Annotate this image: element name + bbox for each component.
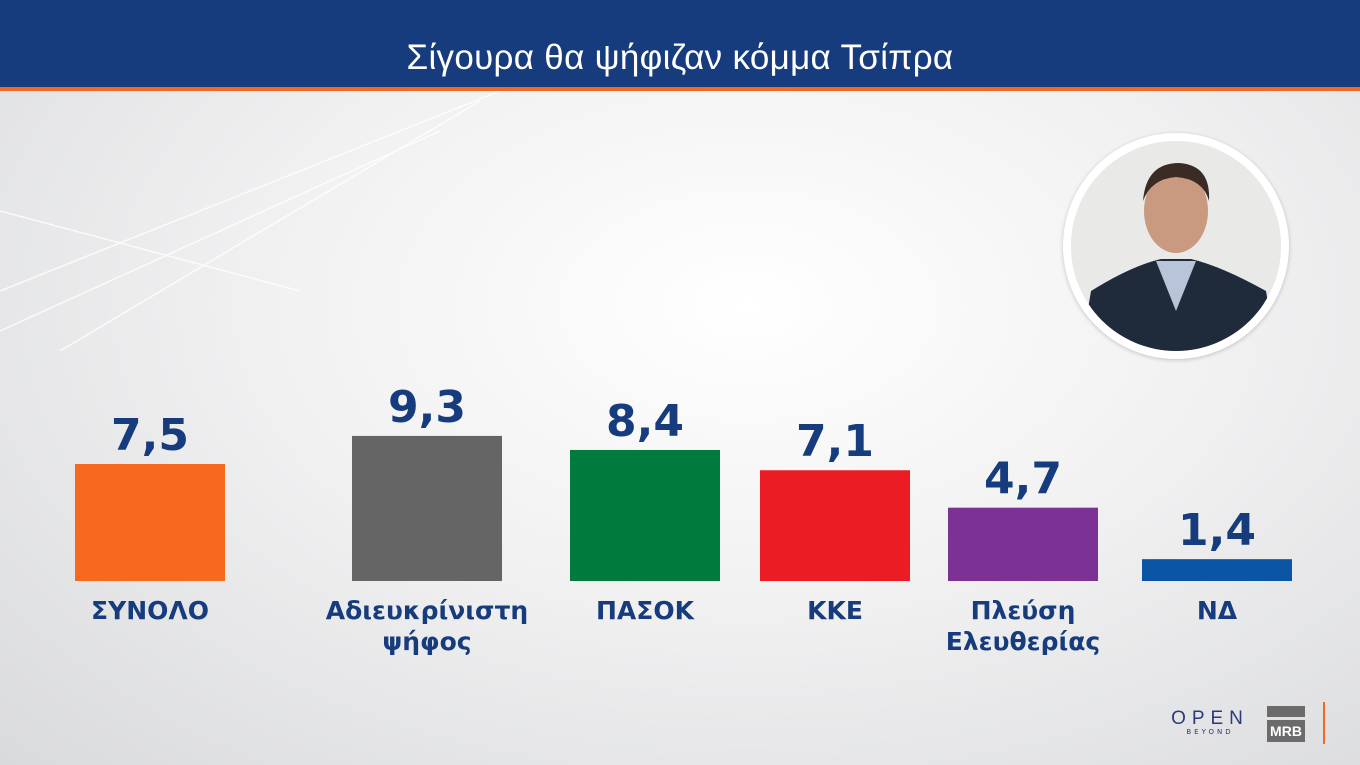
value-label: 7,5 [111, 410, 189, 461]
open-logo: OPEN BEYOND [1170, 708, 1250, 736]
header-bar: Σίγουρα θα ψήφιζαν κόμμα Τσίπρα [0, 0, 1360, 87]
value-label: 9,3 [388, 382, 466, 433]
category-label-line: ΝΔ [1196, 596, 1238, 625]
bar [1142, 559, 1292, 581]
bar [760, 470, 910, 581]
page-title: Σίγουρα θα ψήφιζαν κόμμα Τσίπρα [406, 38, 954, 77]
bar [948, 507, 1098, 581]
mrb-logo: MRB [1267, 706, 1305, 742]
category-label: ΠΑΣΟΚ [525, 595, 765, 626]
mrb-logo-text: MRB [1267, 720, 1305, 742]
category-label-line: ΠΑΣΟΚ [596, 596, 694, 625]
category-label-line: Αδιευκρίνιστη [325, 596, 529, 625]
category-label: Αδιευκρίνιστη ψήφος [307, 595, 547, 657]
background-decoration [0, 91, 501, 351]
open-logo-subtitle: BEYOND [1186, 728, 1234, 736]
value-label: 8,4 [606, 396, 684, 447]
divider [1323, 702, 1325, 744]
category-label: Πλεύση Ελευθερίας [903, 595, 1143, 657]
value-label: 1,4 [1178, 505, 1256, 556]
category-label-line: ΚΚΕ [807, 596, 863, 625]
bar [75, 464, 225, 581]
value-label: 7,1 [796, 416, 874, 467]
category-label: ΝΔ [1097, 595, 1337, 626]
category-label-line: ψήφος [382, 627, 472, 656]
value-label: 4,7 [984, 454, 1062, 505]
category-label-line: Ελευθερίας [945, 627, 1101, 656]
category-label-line: ΣΥΝΟΛΟ [91, 596, 209, 625]
politician-photo [1063, 133, 1289, 359]
bar [352, 435, 502, 581]
person-portrait-icon [1071, 141, 1281, 351]
category-label: ΚΚΕ [715, 595, 955, 626]
bar [570, 449, 720, 581]
accent-stripe [0, 87, 1360, 91]
category-label: ΣΥΝΟΛΟ [30, 595, 270, 626]
category-label-line: Πλεύση [970, 596, 1076, 625]
open-logo-text: OPEN [1171, 708, 1249, 729]
